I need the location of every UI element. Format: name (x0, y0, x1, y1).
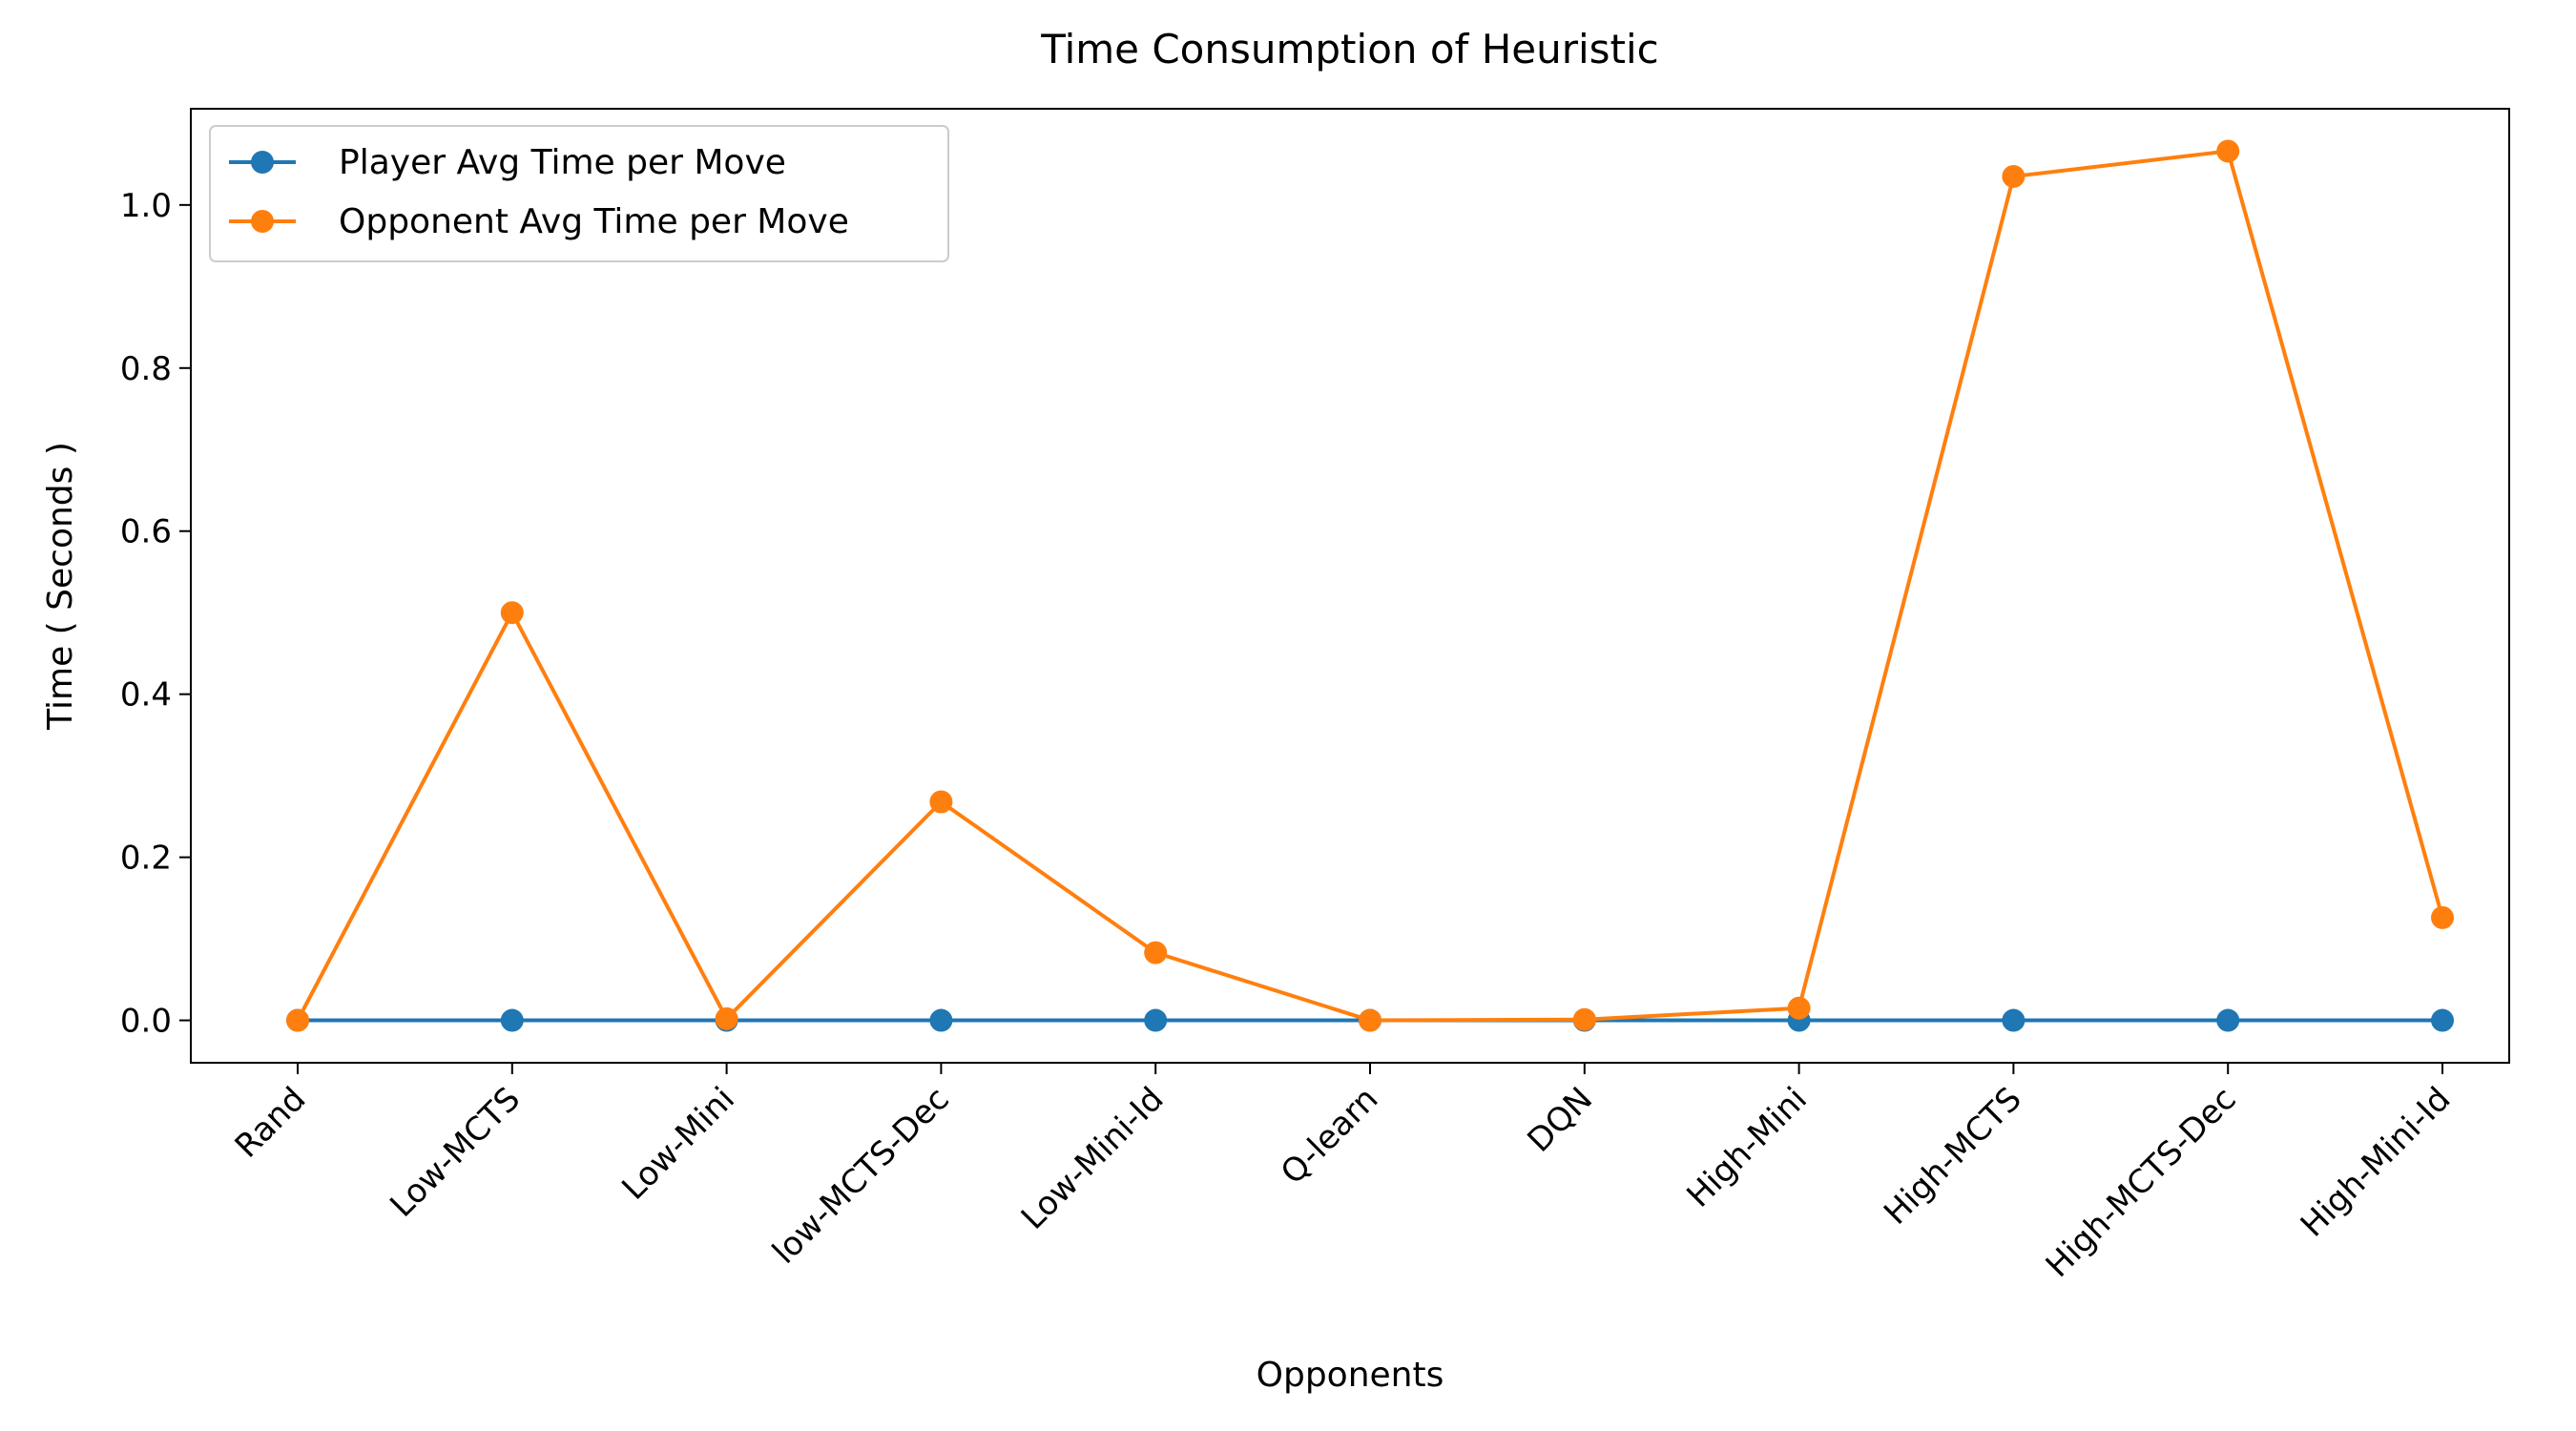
chart-title: Time Consumption of Heuristic (1040, 26, 1659, 73)
y-tick-label: 0.2 (120, 840, 172, 878)
legend-marker-player (251, 151, 274, 174)
legend: Player Avg Time per Move Opponent Avg Ti… (209, 125, 949, 262)
legend-item-opponent: Opponent Avg Time per Move (229, 202, 849, 241)
data-point (286, 1008, 309, 1032)
y-tick-label: 0.4 (120, 676, 172, 715)
legend-item-player: Player Avg Time per Move (229, 143, 786, 182)
y-axis: 0.0 0.2 0.4 0.6 0.8 1.0 (120, 187, 191, 1041)
legend-label-opponent: Opponent Avg Time per Move (339, 202, 849, 241)
series-1 (286, 139, 2454, 1032)
legend-label-player: Player Avg Time per Move (339, 143, 786, 182)
plot-frame (190, 108, 2510, 1064)
y-tick-label: 0.6 (120, 513, 172, 551)
y-tick-label: 1.0 (120, 187, 172, 225)
data-point (2002, 1008, 2025, 1032)
data-point (1144, 1008, 1168, 1032)
data-point (2431, 905, 2454, 929)
data-point (2216, 139, 2240, 163)
data-point (2431, 1008, 2454, 1032)
data-point (929, 1008, 953, 1032)
y-tick-label: 0.0 (120, 1003, 172, 1041)
data-point (929, 790, 953, 814)
legend-marker-opponent (251, 210, 274, 233)
data-point (1359, 1008, 1381, 1032)
y-axis-title: Time ( Seconds ) (41, 442, 80, 731)
data-point (1787, 996, 1811, 1020)
y-tick-label: 0.8 (120, 350, 172, 388)
legend-frame (209, 125, 949, 262)
data-point (2002, 164, 2025, 188)
data-point (715, 1006, 738, 1030)
data-point (2216, 1008, 2240, 1032)
data-point (500, 1008, 524, 1032)
series-layer (286, 139, 2454, 1032)
data-point (1144, 941, 1168, 964)
data-point (1572, 1007, 1596, 1031)
data-point (500, 601, 524, 625)
x-axis-title: Opponents (1257, 1356, 1444, 1395)
